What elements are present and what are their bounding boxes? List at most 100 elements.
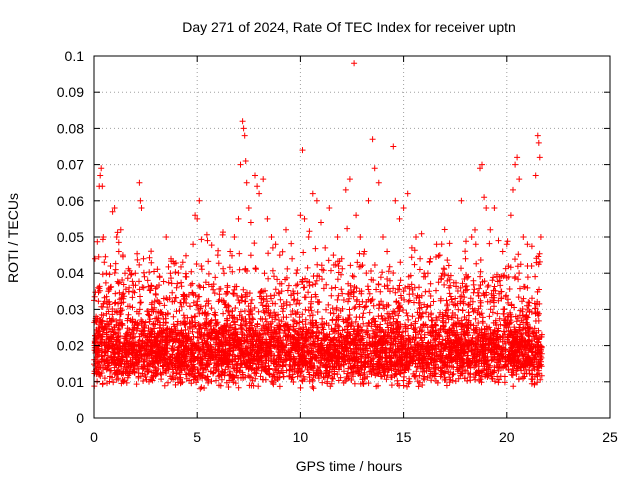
data-point — [500, 328, 507, 335]
data-point — [279, 362, 286, 369]
data-point — [379, 269, 386, 276]
data-point — [531, 325, 538, 332]
data-point — [346, 295, 353, 302]
data-point — [124, 364, 131, 371]
data-point — [516, 359, 522, 366]
data-point — [186, 303, 193, 310]
data-point — [134, 250, 141, 257]
data-point — [254, 323, 260, 330]
data-point — [112, 290, 119, 297]
data-point — [473, 260, 480, 267]
data-point — [248, 332, 255, 339]
data-point — [289, 362, 296, 368]
data-point — [409, 291, 416, 297]
data-point — [495, 379, 502, 386]
data-point — [402, 338, 408, 345]
data-point — [192, 356, 199, 363]
data-point — [110, 316, 117, 323]
data-point — [521, 370, 528, 377]
data-point — [526, 337, 533, 343]
data-point — [167, 373, 174, 380]
data-point — [418, 359, 425, 366]
data-point — [226, 377, 233, 384]
data-point — [257, 289, 264, 296]
data-point — [170, 338, 177, 345]
data-point — [500, 364, 506, 371]
data-point — [427, 293, 434, 299]
data-point — [422, 288, 429, 295]
data-point — [467, 295, 474, 302]
data-point — [384, 372, 391, 379]
data-point — [448, 354, 455, 361]
data-point — [363, 270, 370, 277]
data-point — [103, 293, 110, 300]
data-point — [496, 274, 503, 280]
data-point — [276, 280, 283, 287]
data-point — [221, 372, 228, 379]
data-point — [266, 371, 273, 378]
data-point — [316, 343, 323, 349]
data-point — [528, 380, 535, 387]
data-point — [316, 372, 322, 379]
data-point — [103, 299, 110, 305]
data-point — [518, 331, 525, 338]
data-point — [329, 305, 336, 312]
data-point — [353, 285, 360, 292]
data-point — [369, 316, 376, 323]
data-point — [461, 329, 468, 336]
data-point — [231, 283, 238, 290]
data-point — [230, 342, 237, 348]
data-point — [299, 378, 306, 385]
data-point — [219, 358, 226, 365]
data-point — [299, 377, 305, 384]
data-point — [501, 322, 508, 329]
data-point — [224, 315, 230, 322]
data-point — [449, 299, 456, 305]
data-point — [420, 364, 427, 371]
data-point — [100, 365, 107, 372]
data-point — [176, 376, 183, 383]
data-point — [267, 292, 274, 299]
data-point — [505, 366, 512, 373]
data-point — [339, 290, 346, 297]
data-point — [259, 336, 266, 343]
data-point — [382, 329, 389, 336]
data-point — [269, 300, 276, 307]
data-point — [345, 298, 351, 305]
data-point — [298, 332, 305, 339]
data-point — [363, 345, 369, 352]
data-point — [98, 303, 105, 310]
data-point — [105, 362, 112, 369]
data-point — [213, 377, 219, 384]
data-point — [413, 334, 420, 341]
data-point — [377, 339, 384, 346]
data-point — [302, 275, 309, 282]
data-point — [154, 297, 161, 304]
data-point — [489, 375, 496, 382]
data-point — [465, 273, 472, 280]
data-point — [412, 329, 419, 336]
data-point — [161, 382, 168, 389]
data-point — [272, 326, 278, 333]
data-point — [464, 274, 471, 281]
data-point — [421, 322, 427, 329]
data-point — [203, 340, 210, 347]
data-point — [146, 378, 152, 385]
data-point — [262, 330, 269, 337]
data-point — [216, 382, 222, 389]
data-point — [453, 342, 460, 349]
data-point — [404, 383, 410, 390]
data-point — [226, 334, 233, 341]
data-point — [495, 361, 502, 368]
data-point — [318, 352, 325, 359]
data-point — [204, 373, 211, 380]
data-point — [299, 368, 306, 374]
data-point — [528, 367, 535, 374]
data-point — [317, 364, 323, 370]
data-point — [278, 318, 285, 325]
data-point — [140, 269, 147, 276]
data-point — [462, 367, 469, 373]
data-point — [486, 313, 493, 320]
data-point — [289, 371, 296, 378]
data-point — [455, 366, 462, 373]
